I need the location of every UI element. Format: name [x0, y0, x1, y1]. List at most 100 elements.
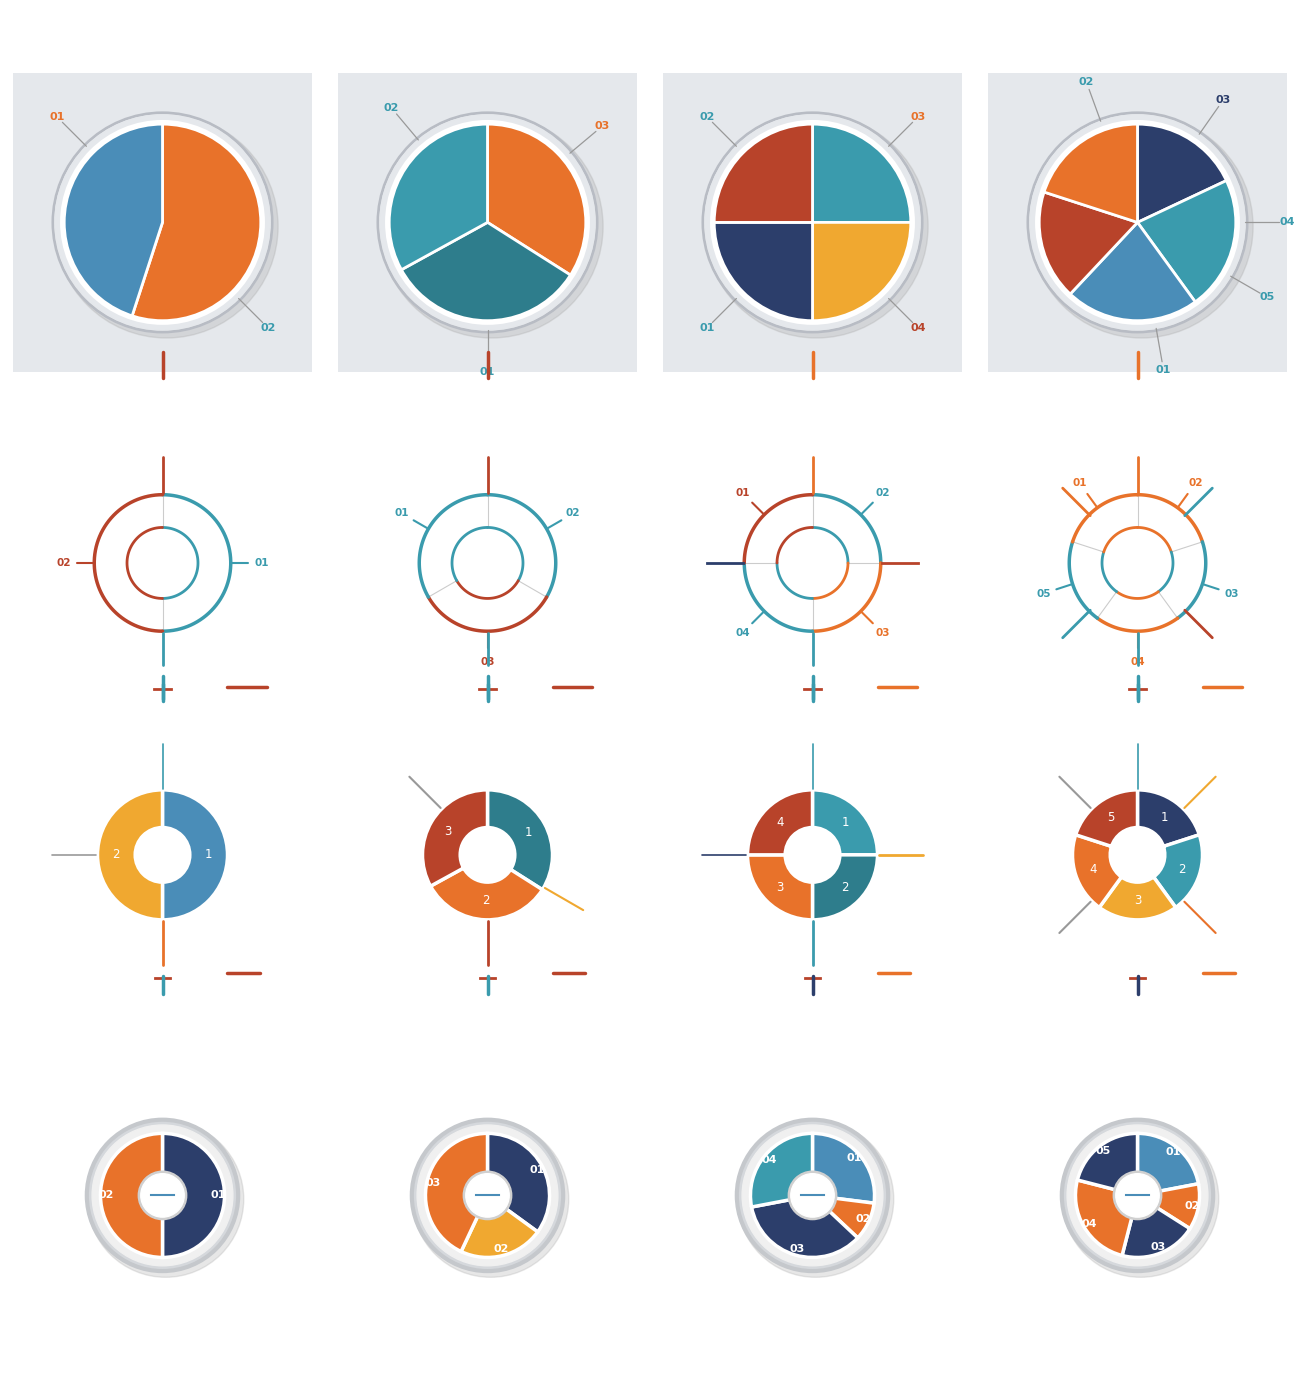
- Text: 5: 5: [1106, 810, 1114, 824]
- Circle shape: [135, 827, 190, 883]
- Text: 02: 02: [1188, 478, 1202, 488]
- Circle shape: [87, 1120, 238, 1270]
- Wedge shape: [162, 1133, 225, 1258]
- Wedge shape: [812, 855, 878, 920]
- Wedge shape: [712, 122, 812, 222]
- Text: 2: 2: [113, 848, 120, 862]
- Text: 03: 03: [1150, 1243, 1166, 1252]
- Text: 4: 4: [776, 816, 784, 828]
- Text: 02: 02: [99, 1190, 114, 1201]
- Text: 04: 04: [1082, 1219, 1097, 1229]
- Circle shape: [412, 1120, 563, 1270]
- Wedge shape: [1075, 790, 1138, 847]
- Wedge shape: [100, 1133, 162, 1258]
- Wedge shape: [1138, 790, 1200, 847]
- Circle shape: [737, 1120, 888, 1270]
- Text: 03: 03: [1216, 95, 1231, 104]
- Wedge shape: [1156, 1184, 1200, 1229]
- Wedge shape: [62, 122, 162, 317]
- Circle shape: [742, 1125, 883, 1266]
- Text: 2: 2: [841, 881, 849, 894]
- Text: 4: 4: [1089, 863, 1097, 876]
- Wedge shape: [1078, 1133, 1138, 1190]
- Circle shape: [1067, 1125, 1208, 1266]
- Wedge shape: [1070, 222, 1196, 322]
- Text: 02: 02: [384, 103, 399, 113]
- Text: 04: 04: [762, 1155, 777, 1165]
- Wedge shape: [1153, 835, 1202, 908]
- Text: 01: 01: [736, 488, 750, 498]
- Text: 03: 03: [910, 111, 926, 122]
- Text: 02: 02: [494, 1244, 510, 1255]
- Text: 01: 01: [255, 557, 269, 569]
- Text: 3: 3: [445, 824, 451, 838]
- Text: 03: 03: [594, 121, 610, 131]
- Text: 02: 02: [260, 322, 276, 334]
- Text: 01: 01: [480, 367, 495, 377]
- Wedge shape: [747, 790, 812, 855]
- Circle shape: [55, 115, 278, 338]
- Circle shape: [1062, 1120, 1219, 1277]
- Text: 03: 03: [875, 628, 889, 638]
- Wedge shape: [712, 222, 812, 322]
- Text: 02: 02: [566, 509, 581, 518]
- Wedge shape: [1122, 1207, 1190, 1258]
- Circle shape: [1115, 1173, 1160, 1218]
- Wedge shape: [462, 1208, 538, 1258]
- Text: 05: 05: [1036, 588, 1050, 599]
- Text: 01: 01: [846, 1154, 862, 1163]
- Wedge shape: [828, 1198, 874, 1238]
- Text: 01: 01: [211, 1190, 226, 1201]
- Wedge shape: [1138, 122, 1227, 222]
- Circle shape: [785, 827, 840, 883]
- Wedge shape: [1100, 877, 1175, 920]
- Circle shape: [1030, 115, 1245, 329]
- Text: 04: 04: [910, 322, 926, 334]
- Circle shape: [138, 1172, 187, 1219]
- Text: 02: 02: [1079, 76, 1095, 88]
- Text: 1: 1: [524, 826, 532, 840]
- Wedge shape: [812, 790, 878, 855]
- Text: 04: 04: [1130, 657, 1145, 667]
- Wedge shape: [98, 790, 162, 920]
- Wedge shape: [131, 122, 263, 322]
- Circle shape: [788, 1172, 837, 1219]
- Circle shape: [380, 115, 595, 329]
- Text: 1: 1: [205, 848, 212, 862]
- Text: 02: 02: [855, 1215, 871, 1225]
- Text: 03: 03: [1225, 588, 1239, 599]
- Circle shape: [140, 1173, 185, 1218]
- Wedge shape: [1072, 835, 1122, 908]
- Wedge shape: [488, 790, 552, 890]
- Circle shape: [737, 1120, 894, 1277]
- Text: 04: 04: [1279, 217, 1295, 228]
- Wedge shape: [1043, 122, 1138, 222]
- Text: 01: 01: [1072, 478, 1087, 488]
- Circle shape: [463, 1172, 512, 1219]
- Text: 02: 02: [56, 557, 70, 569]
- Circle shape: [417, 1125, 558, 1266]
- Text: 02: 02: [875, 488, 889, 498]
- Wedge shape: [1075, 1180, 1132, 1255]
- Wedge shape: [488, 1133, 550, 1232]
- Circle shape: [412, 1120, 569, 1277]
- Circle shape: [1113, 1172, 1162, 1219]
- Text: 02: 02: [1184, 1201, 1200, 1211]
- Text: 01: 01: [1156, 364, 1171, 375]
- Wedge shape: [422, 790, 488, 887]
- Text: 2: 2: [1178, 863, 1186, 876]
- Circle shape: [465, 1173, 510, 1218]
- Circle shape: [55, 115, 270, 329]
- Circle shape: [92, 1125, 233, 1266]
- Wedge shape: [1138, 179, 1238, 303]
- Circle shape: [705, 115, 920, 329]
- Wedge shape: [430, 867, 542, 920]
- Wedge shape: [812, 222, 913, 322]
- Text: 05: 05: [1096, 1147, 1111, 1156]
- Wedge shape: [812, 1133, 875, 1204]
- Text: 02: 02: [699, 111, 715, 122]
- Text: 01: 01: [1165, 1147, 1180, 1158]
- Text: 01: 01: [699, 322, 715, 334]
- Wedge shape: [1037, 192, 1138, 295]
- Wedge shape: [488, 122, 588, 275]
